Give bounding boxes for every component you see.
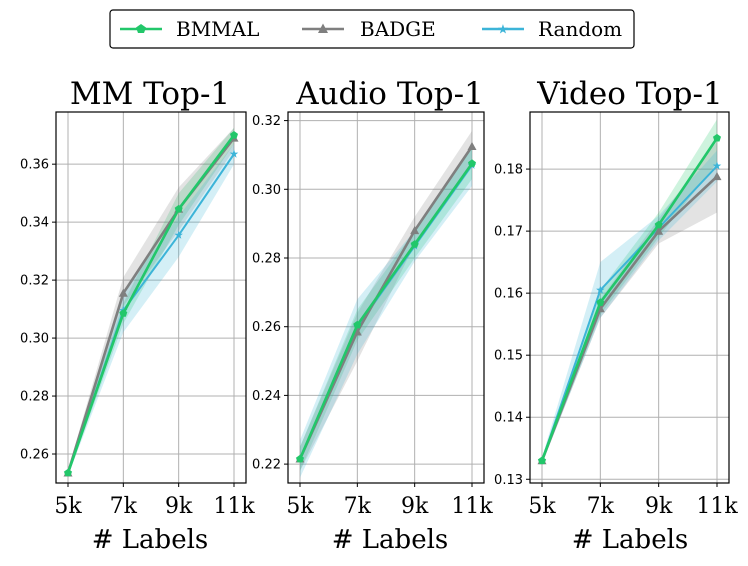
x-tick-label: 9k <box>401 494 429 519</box>
legend-entry-3: ★ Random <box>482 17 622 41</box>
data-point-random <box>712 161 722 170</box>
series-line-bmmal <box>66 134 236 474</box>
data-point-bmmal <box>654 220 663 229</box>
series-line-random <box>541 165 718 462</box>
confidence-band-random <box>542 150 717 464</box>
legend-entry-1: BMMAL <box>120 17 259 41</box>
y-tick-label: 0.26 <box>252 320 281 335</box>
y-tick-label: 0.18 <box>494 163 523 178</box>
legend-marker-star: ★ <box>497 23 509 38</box>
confidence-band-random <box>68 143 234 476</box>
series-line-badge <box>298 145 474 460</box>
confidence-band-bmmal <box>300 148 472 471</box>
axes-frame <box>529 111 730 484</box>
y-tick-label: 0.13 <box>494 473 523 488</box>
data-point-random <box>174 230 183 239</box>
legend-frame <box>109 9 635 49</box>
subplot-video-top1: Video Top-1 # Labels 0.13 0.14 0.15 0.16 0.1… <box>494 76 738 555</box>
y-tick-label: 0.17 <box>494 225 523 240</box>
subplot-title: MM Top-1 <box>70 76 230 112</box>
data-point-random <box>229 149 239 158</box>
data-point-bmmal <box>296 454 304 463</box>
x-tick-label: 5k <box>528 494 556 519</box>
confidence-band-badge <box>68 127 234 476</box>
legend: BMMAL BADGE ★ Random <box>109 9 635 49</box>
data-point-bmmal <box>468 159 476 167</box>
subplot-mm-top1: MM Top-1 # Labels 0.26 0.28 0.30 0.32 0.34 0.… <box>20 76 255 555</box>
x-tick-label: 5k <box>286 494 314 519</box>
y-tick-label: 0.16 <box>494 287 523 302</box>
y-tick-label: 0.32 <box>252 114 281 129</box>
data-point-badge <box>654 226 664 235</box>
y-tick-label: 0.15 <box>494 349 523 364</box>
confidence-band-badge <box>300 130 472 471</box>
legend-marker-pentagon <box>136 24 146 33</box>
x-axis-label: # Labels <box>572 525 689 555</box>
series-line-bmmal <box>298 162 474 460</box>
data-point-bmmal <box>538 456 546 465</box>
x-tick-label: 7k <box>587 494 615 519</box>
data-point-bmmal <box>353 320 362 329</box>
x-tick-label: 5k <box>54 494 82 519</box>
x-tick-label: 7k <box>110 494 138 519</box>
confidence-band-badge <box>542 141 717 464</box>
legend-label-random: Random <box>538 17 622 41</box>
data-point-bmmal <box>713 133 721 142</box>
y-tick-label: 0.30 <box>20 332 49 347</box>
legend-entry-2: BADGE <box>302 17 436 41</box>
y-tick-label: 0.24 <box>252 389 281 404</box>
legend-label-badge: BADGE <box>360 17 436 41</box>
x-tick-label: 9k <box>645 494 673 519</box>
y-tick-label: 0.28 <box>252 251 281 266</box>
data-point-bmmal <box>119 309 128 317</box>
subplot-title: Video Top-1 <box>536 76 722 112</box>
y-tick-label: 0.30 <box>252 183 281 198</box>
data-point-badge <box>712 172 722 181</box>
y-tick-label: 0.34 <box>20 216 49 231</box>
y-tick-label: 0.22 <box>252 458 281 473</box>
data-point-badge <box>410 226 420 235</box>
data-point-badge <box>467 141 477 150</box>
y-tick-label: 0.32 <box>20 274 49 289</box>
x-tick-label: 11k <box>451 494 493 519</box>
subplot-title: Audio Top-1 <box>295 76 484 112</box>
subplot-audio-top1: Audio Top-1 # Labels 0.22 0.24 0.26 0.28 0.3… <box>252 76 493 555</box>
data-point-bmmal <box>596 298 605 306</box>
confidence-band-bmmal <box>68 127 234 476</box>
legend-marker-triangle <box>318 23 328 33</box>
x-tick-label: 11k <box>696 494 738 519</box>
confidence-band-bmmal <box>542 119 717 464</box>
y-tick-label: 0.28 <box>20 390 49 405</box>
x-axis-label: # Labels <box>92 525 209 555</box>
x-tick-label: 7k <box>344 494 372 519</box>
series-line-bmmal <box>540 137 719 462</box>
x-tick-label: 11k <box>213 494 255 519</box>
y-tick-label: 0.26 <box>20 448 49 463</box>
x-tick-label: 9k <box>165 494 193 519</box>
data-point-badge <box>118 288 128 297</box>
y-tick-label: 0.36 <box>20 158 49 173</box>
x-axis-label: # Labels <box>332 525 449 555</box>
y-tick-label: 0.14 <box>494 411 523 426</box>
data-point-bmmal <box>174 204 183 213</box>
axes-frame <box>287 111 485 484</box>
data-point-bmmal <box>410 240 419 248</box>
legend-label-bmmal: BMMAL <box>176 17 259 41</box>
confidence-band-random <box>300 144 472 478</box>
data-point-bmmal <box>64 468 72 477</box>
data-point-random <box>596 285 605 294</box>
data-point-bmmal <box>230 131 238 139</box>
axes-frame <box>55 111 247 484</box>
